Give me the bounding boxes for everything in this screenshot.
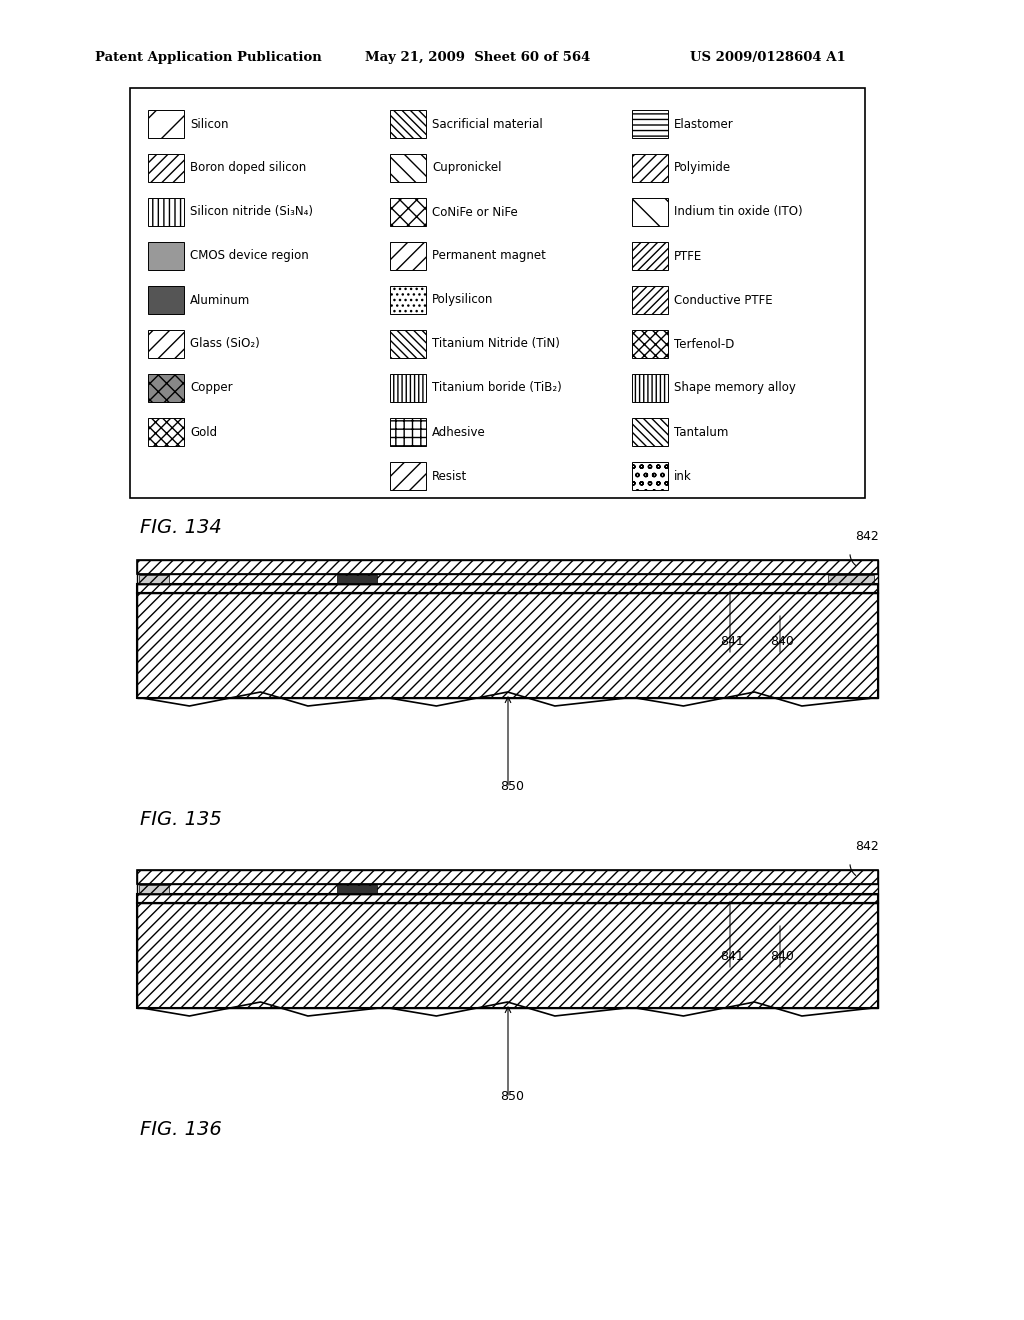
Text: Glass (SiO₂): Glass (SiO₂) [190, 338, 260, 351]
Bar [148, 374, 184, 403]
Bar [130, 88, 865, 498]
Bar [137, 903, 878, 1008]
Bar [390, 242, 426, 271]
Text: Conductive PTFE: Conductive PTFE [674, 293, 773, 306]
Bar [632, 154, 668, 182]
Text: Shape memory alloy: Shape memory alloy [674, 381, 796, 395]
Bar [137, 560, 878, 574]
Text: Indium tin oxide (ITO): Indium tin oxide (ITO) [674, 206, 803, 219]
Text: Gold: Gold [190, 425, 217, 438]
Bar [139, 576, 169, 583]
Bar [137, 884, 878, 894]
Bar [137, 903, 878, 1008]
Bar [390, 418, 426, 446]
Text: Adhesive: Adhesive [432, 425, 485, 438]
Bar [390, 374, 426, 403]
Text: 840: 840 [770, 635, 794, 648]
Text: US 2009/0128604 A1: US 2009/0128604 A1 [690, 51, 846, 65]
Bar [632, 374, 668, 403]
Text: Cupronickel: Cupronickel [432, 161, 502, 174]
Text: Permanent magnet: Permanent magnet [432, 249, 546, 263]
Bar [137, 593, 878, 698]
Text: Titanium Nitride (TiN): Titanium Nitride (TiN) [432, 338, 560, 351]
Text: Polyimide: Polyimide [674, 161, 731, 174]
Bar [148, 242, 184, 271]
Text: FIG. 134: FIG. 134 [140, 517, 222, 537]
Bar [390, 330, 426, 358]
Bar [139, 884, 169, 894]
Bar [632, 462, 668, 490]
Text: FIG. 136: FIG. 136 [140, 1119, 222, 1139]
Bar [148, 330, 184, 358]
Text: May 21, 2009  Sheet 60 of 564: May 21, 2009 Sheet 60 of 564 [365, 51, 591, 65]
Bar [632, 330, 668, 358]
Text: 842: 842 [855, 840, 879, 853]
Bar [632, 198, 668, 226]
Bar [148, 198, 184, 226]
Bar [632, 110, 668, 139]
Bar [137, 884, 878, 894]
Bar [137, 894, 878, 903]
Text: Silicon: Silicon [190, 117, 228, 131]
Text: 842: 842 [855, 531, 879, 543]
Bar [137, 574, 878, 583]
Text: FIG. 135: FIG. 135 [140, 810, 222, 829]
Text: Elastomer: Elastomer [674, 117, 734, 131]
Text: CMOS device region: CMOS device region [190, 249, 309, 263]
Bar [137, 593, 878, 698]
Bar [390, 462, 426, 490]
Text: 850: 850 [500, 780, 524, 793]
Bar [828, 576, 874, 583]
Text: PTFE: PTFE [674, 249, 702, 263]
Bar [337, 576, 377, 583]
Text: 840: 840 [770, 950, 794, 964]
Bar [632, 418, 668, 446]
Text: Titanium boride (TiB₂): Titanium boride (TiB₂) [432, 381, 562, 395]
Bar [137, 870, 878, 884]
Bar [632, 286, 668, 314]
Text: Terfenol-D: Terfenol-D [674, 338, 734, 351]
Text: Tantalum: Tantalum [674, 425, 728, 438]
Text: 841: 841 [720, 950, 743, 964]
Bar [632, 242, 668, 271]
Bar [148, 154, 184, 182]
Bar [337, 884, 377, 894]
Text: Sacrificial material: Sacrificial material [432, 117, 543, 131]
Bar [390, 154, 426, 182]
Text: Boron doped silicon: Boron doped silicon [190, 161, 306, 174]
Bar [137, 574, 878, 583]
Bar [148, 286, 184, 314]
Text: Polysilicon: Polysilicon [432, 293, 494, 306]
Text: Silicon nitride (Si₃N₄): Silicon nitride (Si₃N₄) [190, 206, 313, 219]
Bar [390, 286, 426, 314]
Bar [137, 560, 878, 574]
Text: Patent Application Publication: Patent Application Publication [95, 51, 322, 65]
Text: 850: 850 [500, 1090, 524, 1104]
Text: Copper: Copper [190, 381, 232, 395]
Bar [148, 110, 184, 139]
Text: CoNiFe or NiFe: CoNiFe or NiFe [432, 206, 518, 219]
Text: Aluminum: Aluminum [190, 293, 250, 306]
Bar [137, 870, 878, 884]
Bar [137, 583, 878, 593]
Text: Resist: Resist [432, 470, 467, 483]
Bar [148, 418, 184, 446]
Bar [390, 110, 426, 139]
Bar [390, 198, 426, 226]
Bar [137, 583, 878, 593]
Text: ink: ink [674, 470, 692, 483]
Bar [137, 894, 878, 903]
Text: 841: 841 [720, 635, 743, 648]
